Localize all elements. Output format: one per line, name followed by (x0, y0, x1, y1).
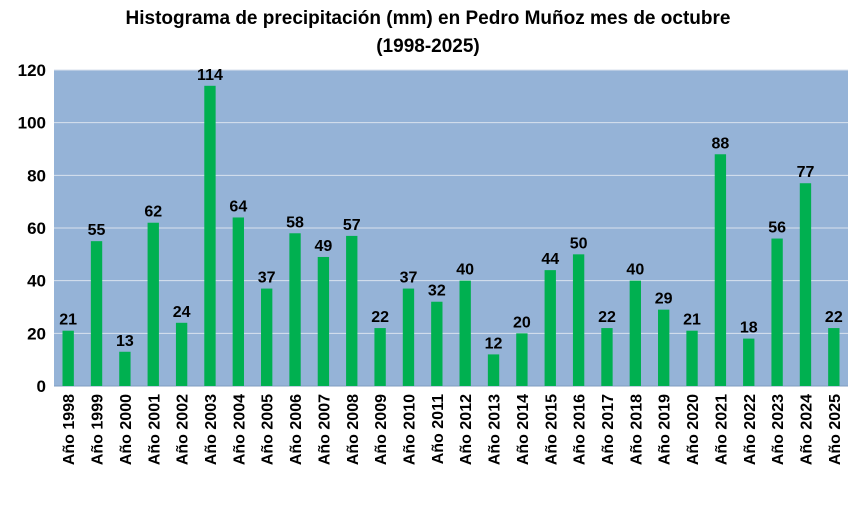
x-tick-label: Año 2002 (175, 394, 192, 465)
x-tick-label: Año 2008 (345, 394, 362, 465)
bar (516, 333, 528, 386)
data-label: 24 (173, 304, 191, 321)
chart-title: Histograma de precipitación (mm) en Pedr… (126, 8, 731, 29)
data-label: 49 (314, 238, 332, 255)
chart-subtitle: (1998-2025) (376, 36, 480, 57)
bar (119, 351, 131, 386)
x-tick-label: Año 2018 (628, 394, 645, 465)
x-tick-label: Año 2015 (543, 394, 560, 465)
data-label: 77 (797, 164, 815, 181)
x-tick-label: Año 2024 (798, 394, 815, 465)
x-tick-label: Año 2011 (430, 394, 447, 464)
x-tick-label: Año 2013 (487, 394, 504, 465)
x-tick-label: Año 2014 (515, 394, 532, 465)
bar (374, 328, 386, 386)
data-label: 40 (626, 262, 644, 279)
y-tick-label: 20 (27, 324, 46, 343)
data-label: 56 (768, 220, 786, 237)
x-tick-label: Año 2012 (458, 394, 475, 465)
x-tick-label: Año 1998 (61, 394, 78, 465)
bar (62, 330, 74, 386)
x-tick-label: Año 2007 (316, 394, 333, 465)
y-tick-label: 120 (18, 61, 46, 80)
data-label: 22 (598, 309, 616, 326)
bar (147, 222, 159, 386)
x-tick-label: Año 2020 (685, 394, 702, 465)
x-axis-ticks: Año 1998 Año 1999 Año 2000 Año 2001 Año 2002… (61, 394, 844, 465)
bar (487, 354, 500, 386)
bars (62, 85, 840, 387)
bar (204, 85, 216, 387)
bar (402, 288, 415, 386)
bar (743, 338, 755, 386)
data-label: 37 (258, 270, 276, 287)
data-label: 22 (825, 309, 843, 326)
y-tick-label: 0 (37, 377, 46, 396)
data-label: 13 (116, 333, 134, 350)
x-tick-label: Año 2016 (572, 394, 589, 465)
bar (771, 238, 783, 386)
bar (828, 328, 840, 386)
data-label: 44 (541, 251, 559, 268)
y-tick-label: 40 (27, 272, 46, 291)
bar (317, 256, 330, 386)
bar (658, 309, 670, 386)
bar (572, 254, 585, 386)
x-tick-label: Año 2023 (770, 394, 787, 465)
bar (544, 270, 556, 386)
x-tick-label: Año 2004 (231, 394, 248, 465)
data-label: 40 (456, 262, 474, 279)
y-tick-label: 60 (27, 219, 46, 238)
x-tick-label: Año 2022 (742, 394, 759, 465)
data-label: 12 (485, 335, 503, 352)
data-label: 29 (655, 291, 673, 308)
data-label: 20 (513, 314, 531, 331)
data-label: 21 (59, 312, 77, 329)
x-tick-label: Año 2010 (401, 394, 418, 465)
data-label: 50 (570, 235, 588, 252)
bar (601, 328, 613, 386)
data-label: 88 (711, 135, 729, 152)
y-tick-label: 80 (27, 166, 46, 185)
data-label: 21 (683, 312, 701, 329)
x-tick-label: Año 2021 (713, 394, 730, 465)
data-label: 57 (343, 217, 361, 234)
bar (261, 288, 273, 386)
bar (289, 233, 301, 386)
bar (459, 280, 471, 386)
x-tick-label: Año 2006 (288, 394, 305, 465)
bar (629, 280, 641, 386)
data-label: 22 (371, 309, 389, 326)
bar (431, 301, 443, 386)
data-label: 114 (197, 67, 223, 84)
data-label: 32 (428, 283, 446, 300)
x-tick-label: Año 2025 (827, 394, 844, 465)
bar (232, 217, 244, 386)
x-tick-label: Año 2017 (600, 394, 617, 465)
bar (175, 322, 188, 386)
data-label: 62 (144, 204, 162, 221)
y-axis-ticks: 0 20 40 60 80 100 120 (18, 61, 46, 396)
x-tick-label: Año 1999 (90, 394, 107, 465)
data-labels: 21 55 13 62 24 114 64 37 58 49 57 22 37 32 40 12 20 44 50 2… (59, 67, 843, 353)
data-label: 18 (740, 320, 758, 337)
y-tick-label: 100 (18, 114, 46, 133)
bar (714, 154, 727, 386)
x-tick-label: Año 2000 (118, 394, 135, 465)
bar (346, 235, 358, 386)
x-tick-label: Año 2019 (657, 394, 674, 465)
bar (799, 183, 812, 386)
x-tick-label: Año 2005 (260, 394, 277, 465)
data-label: 37 (400, 270, 418, 287)
x-tick-label: Año 2009 (373, 394, 390, 465)
data-label: 64 (229, 198, 247, 215)
bar (90, 241, 103, 386)
data-label: 58 (286, 214, 304, 231)
x-tick-label: Año 2001 (146, 394, 163, 465)
data-label: 55 (88, 222, 106, 239)
bar (686, 330, 698, 386)
x-tick-label: Año 2003 (203, 394, 220, 465)
